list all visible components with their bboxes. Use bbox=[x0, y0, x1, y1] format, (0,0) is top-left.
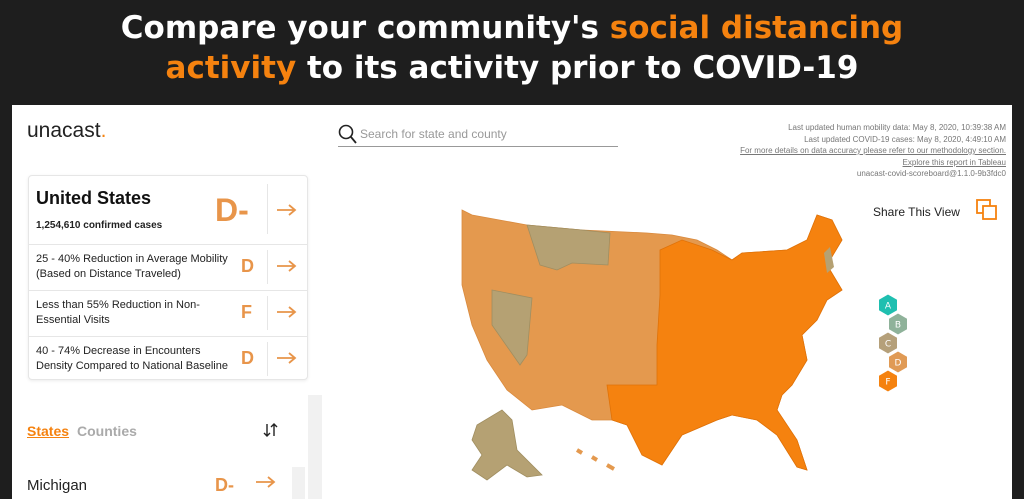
update-info: Last updated COVID-19 cases: May 8, 2020… bbox=[804, 134, 1006, 144]
divider bbox=[29, 244, 307, 245]
arrow[interactable] bbox=[275, 305, 299, 319]
legend-hex bbox=[878, 293, 898, 317]
banner-line: activity to its activity prior to COVID-… bbox=[0, 50, 1024, 86]
legend-label: F bbox=[885, 378, 890, 388]
search-underline bbox=[338, 146, 618, 147]
sort-icon[interactable] bbox=[262, 421, 280, 439]
tab-states[interactable]: States bbox=[27, 423, 70, 439]
logo-word: unacast bbox=[27, 119, 101, 142]
banner: Compare your community's social distanci… bbox=[0, 0, 1024, 105]
legend-hex bbox=[878, 331, 898, 355]
scrollbar[interactable] bbox=[308, 395, 322, 499]
map-region bbox=[526, 224, 611, 271]
legend-label: A bbox=[885, 302, 892, 312]
map-region bbox=[606, 214, 843, 471]
metric-label: Density Compared to National Baseline bbox=[36, 360, 228, 372]
metric-label: Less than 55% Reduction in Non- bbox=[36, 299, 200, 311]
metric-label: Essential Visits bbox=[36, 314, 110, 326]
share-label[interactable]: Share This View bbox=[873, 205, 960, 219]
summary-cases: 1,254,610 confirmed cases bbox=[36, 220, 163, 231]
arrow[interactable] bbox=[275, 203, 299, 217]
update-info: unacast-covid-scoreboard@1.1.0-9b3fdc0 bbox=[856, 169, 1006, 178]
divider bbox=[267, 250, 268, 284]
legend-label: B bbox=[895, 321, 901, 331]
map-region bbox=[491, 289, 533, 366]
legend-label: C bbox=[885, 340, 891, 350]
search-icon bbox=[338, 124, 357, 144]
list-name[interactable]: Michigan bbox=[27, 477, 88, 494]
arrow[interactable] bbox=[275, 351, 299, 365]
divider bbox=[29, 336, 307, 337]
panel: unacast. United States 1,254,610 confirm… bbox=[12, 105, 1012, 499]
arrow-path bbox=[277, 352, 297, 364]
divider bbox=[267, 184, 268, 234]
scrollbar[interactable] bbox=[292, 467, 305, 499]
logo-dot: . bbox=[100, 119, 107, 142]
metric-grade: F bbox=[241, 302, 252, 322]
divider bbox=[29, 290, 307, 291]
metric-label: 40 - 74% Decrease in Encounters bbox=[36, 345, 201, 357]
legend-hex bbox=[888, 350, 908, 374]
metric-label: (Based on Distance Traveled) bbox=[36, 268, 181, 280]
banner-text: Compare your community's bbox=[120, 10, 610, 46]
summary-name: United States bbox=[36, 188, 152, 208]
tab-counties[interactable]: Counties bbox=[77, 423, 137, 439]
banner-text: activity bbox=[165, 50, 297, 86]
legend-hex bbox=[888, 312, 908, 336]
banner-line: Compare your community's social distanci… bbox=[0, 10, 1024, 46]
update-info[interactable]: Explore this report in Tableau bbox=[902, 157, 1006, 167]
hawaii bbox=[575, 448, 615, 471]
arrow-path bbox=[277, 306, 297, 318]
alaska bbox=[471, 409, 543, 481]
summary-card: United States 1,254,610 confirmed cases … bbox=[28, 175, 308, 380]
map-region bbox=[824, 247, 834, 273]
update-info[interactable]: For more details on data accuracy please… bbox=[740, 146, 1006, 155]
arrow[interactable] bbox=[254, 475, 278, 489]
legend-hex bbox=[878, 369, 898, 393]
arrow[interactable] bbox=[275, 259, 299, 273]
banner-text: social distancing bbox=[609, 10, 904, 46]
summary-grade: D- bbox=[215, 192, 249, 228]
legend-label: D bbox=[895, 359, 902, 369]
search-input[interactable]: Search for state and county bbox=[360, 127, 507, 141]
metric-label: 25 - 40% Reduction in Average Mobility bbox=[36, 253, 228, 265]
metric-grade: D bbox=[241, 348, 254, 368]
update-info: Last updated human mobility data: May 8,… bbox=[788, 123, 1006, 132]
logo[interactable]: unacast. bbox=[27, 119, 106, 143]
arrow-path bbox=[277, 260, 297, 272]
divider bbox=[267, 296, 268, 330]
us-map[interactable] bbox=[432, 195, 872, 485]
list-grade: D- bbox=[215, 475, 234, 495]
divider bbox=[267, 342, 268, 376]
metric-grade: D bbox=[241, 256, 254, 276]
share-icon[interactable] bbox=[975, 198, 999, 222]
banner-text: to its activity prior to COVID-19 bbox=[296, 50, 859, 86]
